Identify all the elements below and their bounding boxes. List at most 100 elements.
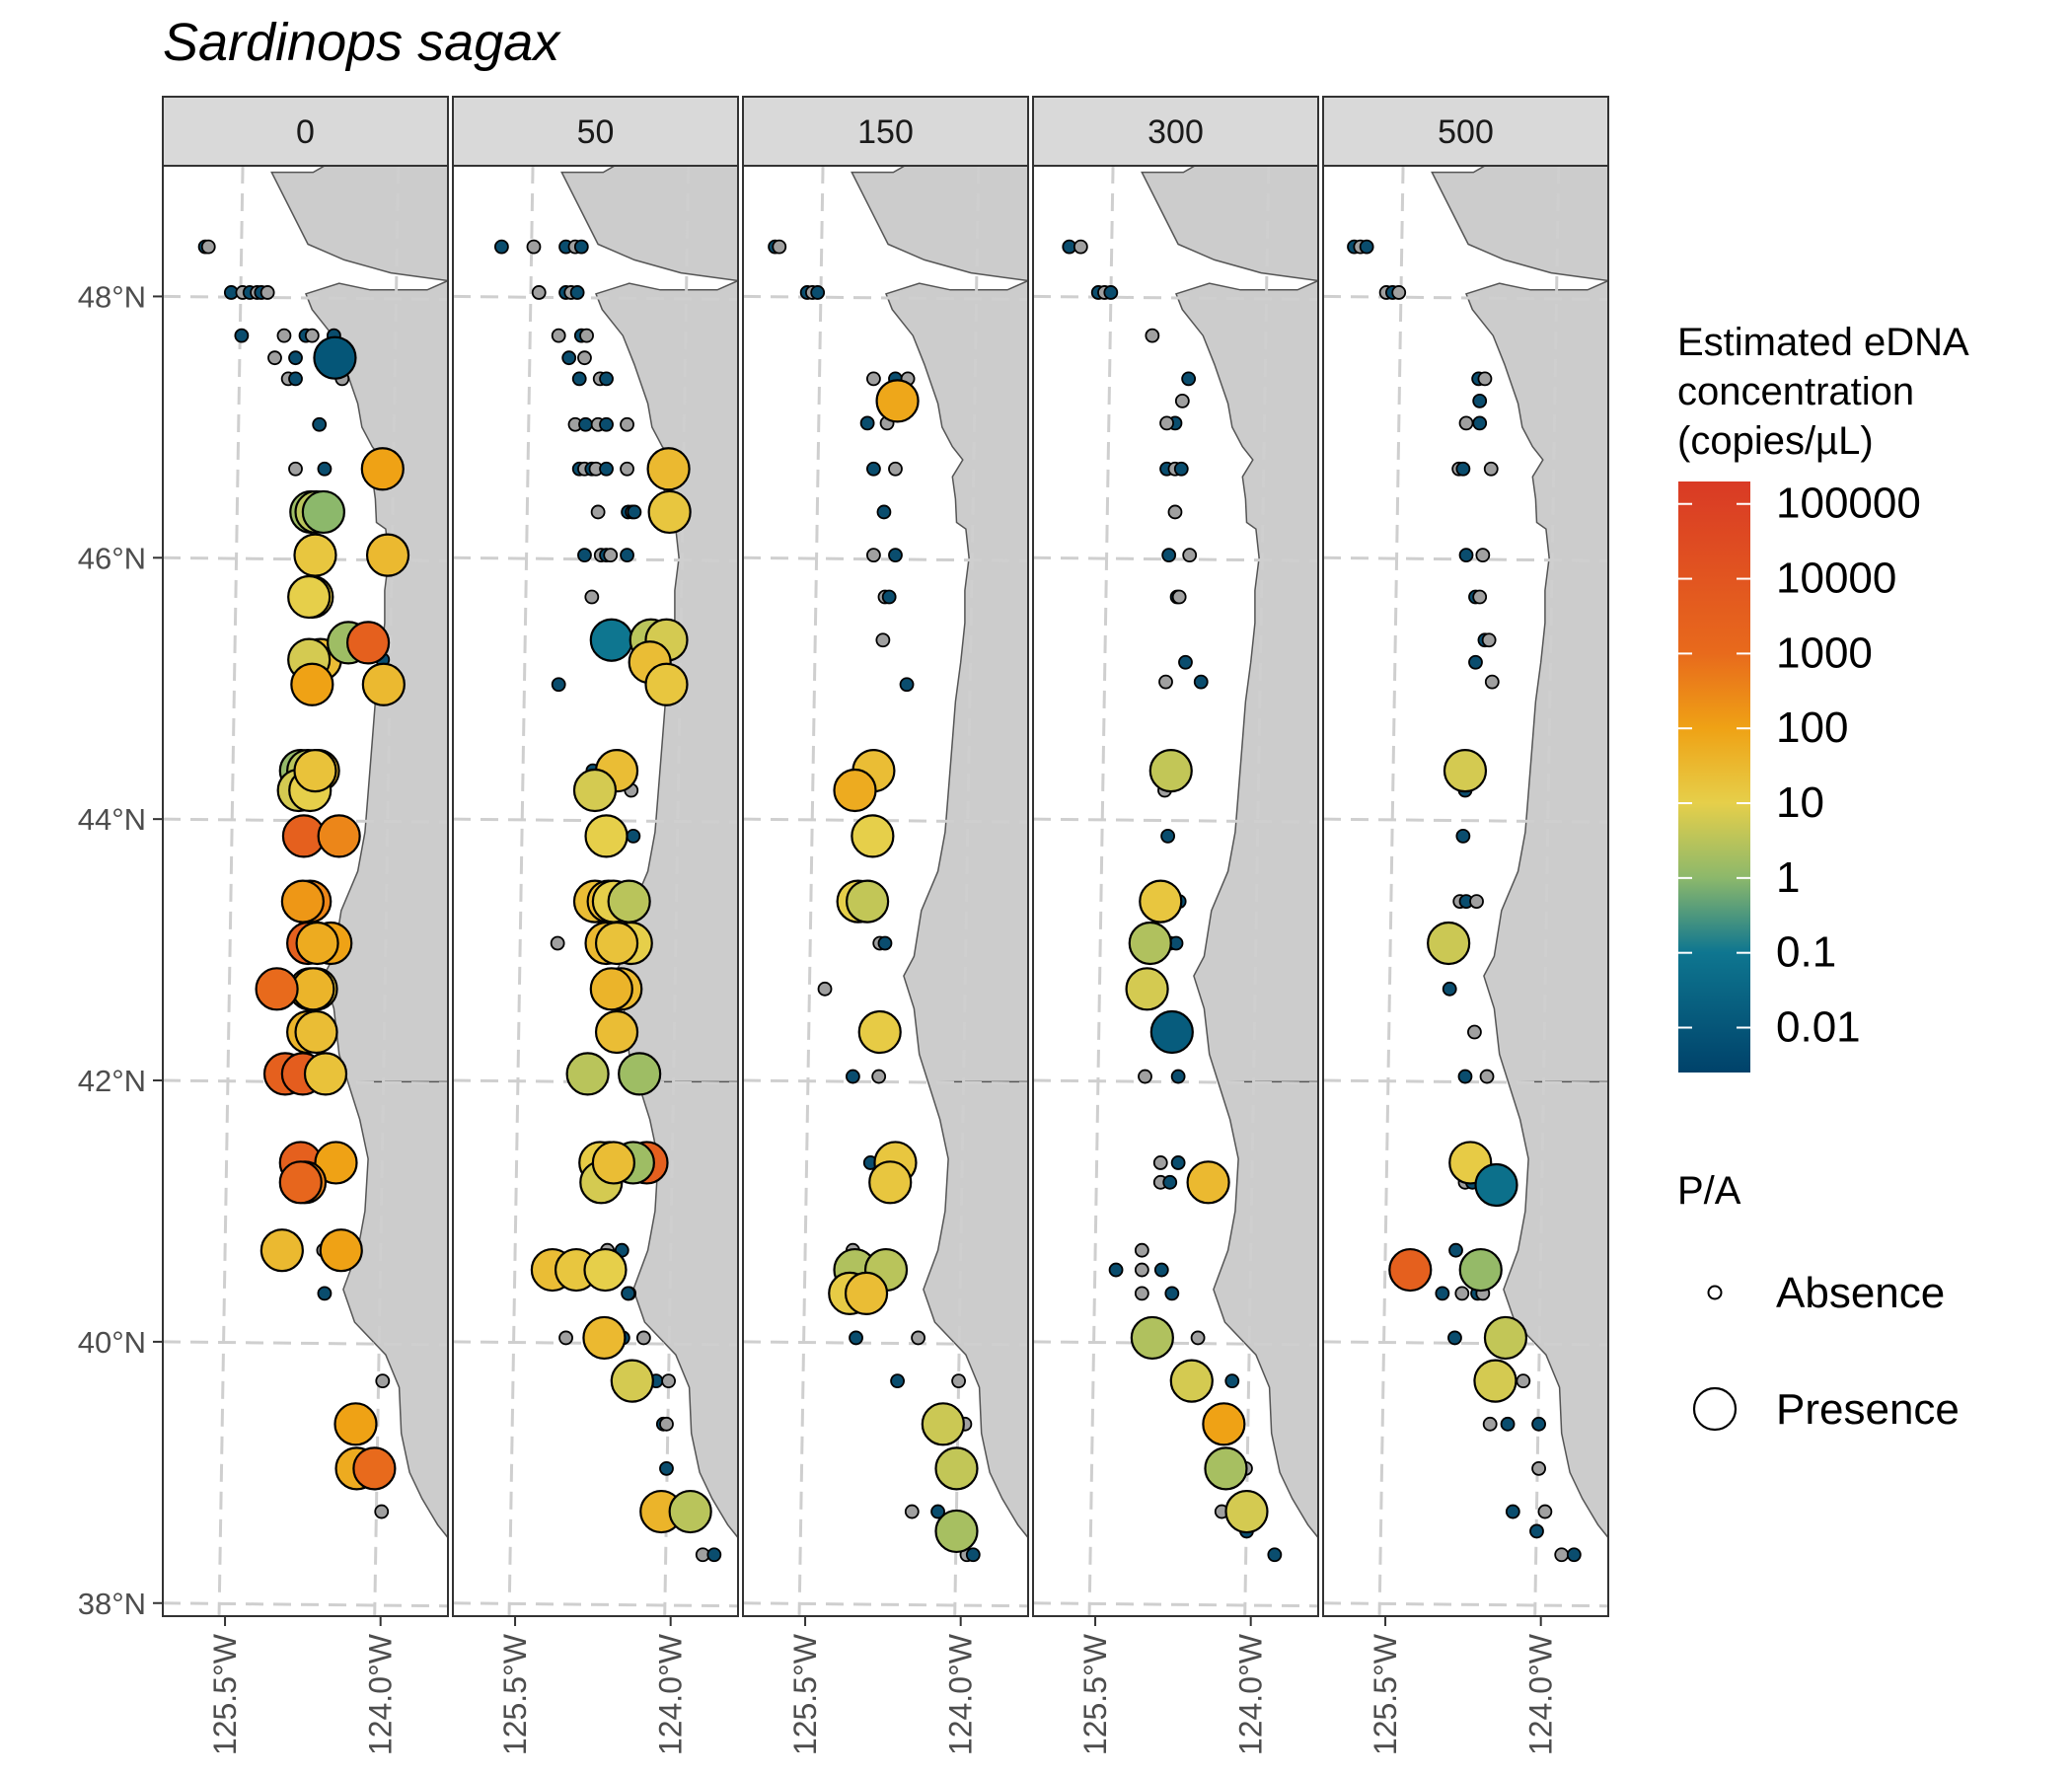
presence-point [352,1446,397,1491]
graticule-lon [217,166,245,1616]
absence-point [1153,1262,1169,1278]
absence-point [234,328,250,343]
absence-point [558,1330,573,1346]
graticule-lat [743,294,1028,301]
absence-point [288,371,303,387]
graticule-lon [953,166,981,1616]
coastline-land-north [1431,166,1608,282]
facet-panel: 0 [162,96,449,1617]
absence-point [849,1330,863,1346]
absence-point [1472,589,1488,605]
absence-point [584,589,600,605]
colorbar-label: 10 [1776,778,1824,827]
graticule-lat [1323,294,1608,301]
presence-point [582,1315,627,1361]
absence-point [304,328,320,343]
absence-point [890,1373,905,1389]
presence-point [851,814,895,858]
presence-point [646,447,691,491]
absence-point [859,415,875,431]
presence-point [1149,1009,1194,1055]
facet-panel: 500 [1322,96,1609,1617]
x-tick-label: 124.0°W [1523,1633,1559,1755]
presence-point [280,879,325,924]
presence-point [565,1052,610,1096]
presence-point [290,662,334,706]
absence-point [1073,239,1088,255]
presence-point [868,1160,913,1205]
presence-point [1473,1359,1517,1403]
absence-point [627,504,642,520]
presence-point [846,879,890,924]
graticule-lon [1087,166,1115,1616]
graticule-lon [1533,166,1561,1616]
absence-point [569,285,585,300]
absence-point [1134,1262,1149,1278]
presence-point [594,921,639,966]
absence-point [621,1286,636,1301]
y-tick-label: 42°N [78,1064,146,1098]
presence-point [333,1402,378,1446]
presence-point [1204,1446,1248,1491]
graticule-lon [1243,166,1271,1616]
absence-point [1224,1373,1240,1389]
absence-point [1181,371,1197,387]
presence-point [844,1271,889,1315]
absence-point [659,1460,674,1476]
colorbar-label: 0.01 [1776,1003,1861,1052]
presence-point [591,1141,635,1185]
facet-strip [1322,96,1609,167]
colorbar-label: 100 [1776,703,1848,752]
color-legend-title: (copies/µL) [1677,419,1874,463]
coastline-land-north [560,166,738,282]
graticule-lon [797,166,825,1616]
absence-point [1134,1286,1149,1301]
graticule-lon [373,166,401,1616]
presence-point [607,879,651,924]
facet-strip [452,96,739,167]
facet-strip [162,96,449,167]
absence-point [1454,1286,1470,1301]
absence-point [1391,285,1407,300]
absence-point [1193,674,1209,690]
absence-point [904,1504,920,1519]
absence-point [1145,328,1160,343]
absence-point [577,350,592,366]
graticule-lat [453,1601,738,1608]
absence-point [1500,1416,1516,1432]
x-tick-label: 125.5°W [787,1633,823,1755]
absence-point [1529,1523,1544,1539]
coastline-land-north [270,166,448,282]
size-legend-title: P/A [1677,1169,1741,1213]
absence-point [875,632,891,648]
graticule-lon [1377,166,1405,1616]
absence-point [1171,589,1187,605]
absence-point [620,548,634,563]
absence-point [551,677,566,693]
coastline-land-north [851,166,1028,282]
absence-point [911,1330,926,1346]
presence-point [584,814,629,858]
presence-point [255,967,299,1011]
absence-point [1134,1242,1149,1258]
absence-point [1467,1024,1482,1040]
absence-point [1160,828,1176,844]
absence-point [531,285,547,300]
facet-label: 50 [577,113,615,151]
presence-point [921,1402,965,1446]
absence-point [1479,1069,1495,1084]
presence-point [1483,1315,1528,1361]
absence-point [578,416,593,432]
color-legend-title: Estimated eDNA [1677,321,1969,364]
presence-point [583,1247,628,1293]
presence-point [365,533,410,577]
absence-point [317,1286,333,1301]
presence-point [934,1446,979,1491]
absence-point [550,935,565,951]
absence-point [706,1547,722,1563]
absence-point [1170,1155,1186,1170]
absence-point [1161,548,1177,563]
absence-point [1158,674,1173,690]
presence-point [875,379,920,423]
graticule-lat [1323,817,1608,824]
